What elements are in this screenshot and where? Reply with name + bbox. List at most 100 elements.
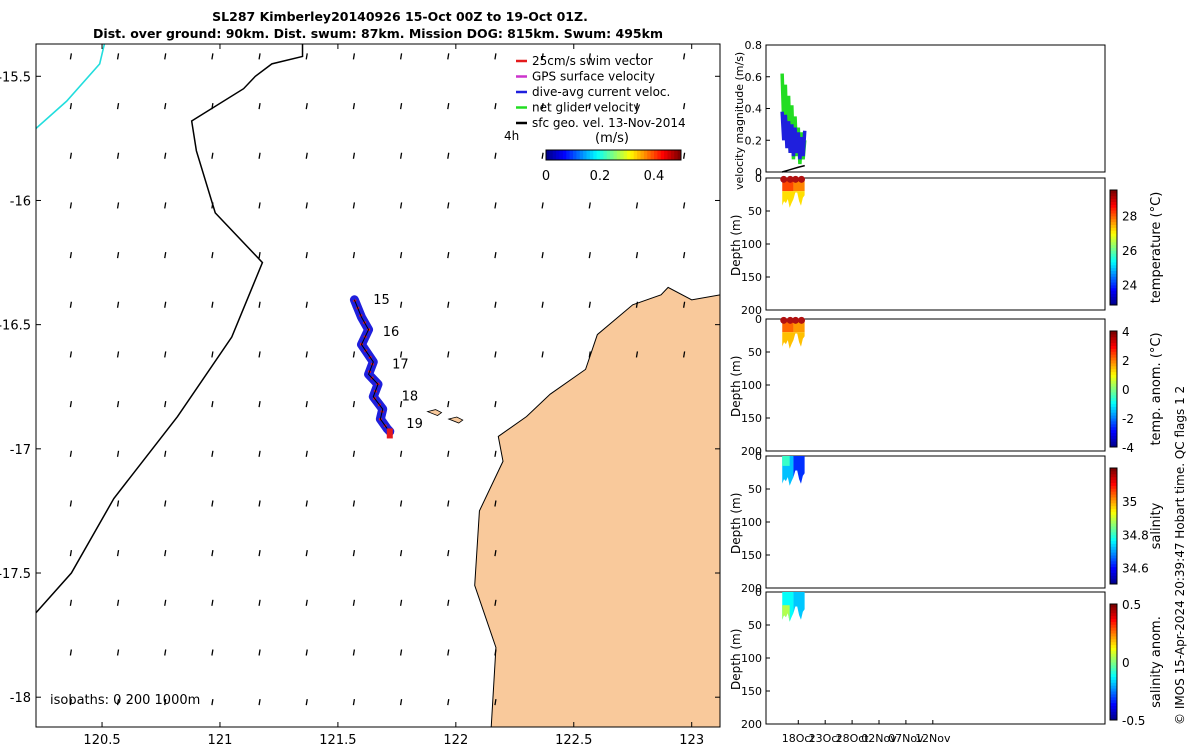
- geo-vel-arrow: [211, 53, 214, 60]
- geo-vel-arrow: [305, 152, 308, 159]
- geo-vel-arrow: [116, 500, 120, 507]
- heatmap-colorbar-segment: [1110, 264, 1117, 269]
- geo-vel-arrow: [69, 301, 73, 308]
- heatmap-colorbar-segment: [1110, 497, 1117, 501]
- heatmap-colorbar-segment: [1110, 624, 1117, 628]
- heatmap-colorbar-segment: [1110, 699, 1117, 704]
- heatmap-colorbar-tick-label: 4: [1122, 325, 1130, 339]
- heatmap-colorbar-segment: [1110, 520, 1117, 524]
- heatmap-colorbar-segment: [1110, 604, 1117, 608]
- heatmap-colorbar-frame: [1109, 603, 1118, 721]
- heatmap-colorbar-tick-label: 34.6: [1122, 561, 1149, 575]
- colorbar-segment: [616, 150, 621, 160]
- heatmap-colorbar-segment: [1110, 659, 1117, 663]
- surface-dot: [798, 316, 806, 324]
- heatmap-ylabel: Depth (m): [729, 356, 743, 417]
- heatmap-colorbar-segment: [1110, 386, 1117, 390]
- heatmap-colorbar-segment: [1110, 380, 1117, 384]
- heatmap-colorbar-segment: [1110, 609, 1117, 614]
- heatmap-colorbar-segment: [1110, 210, 1117, 214]
- geo-vel-arrow: [541, 53, 544, 60]
- geo-vel-arrow: [635, 102, 639, 110]
- heatmap-colorbar-segment: [1110, 641, 1117, 646]
- heatmap-colorbar-segment: [1110, 606, 1117, 611]
- heatmap-ytick-label: 100: [741, 238, 762, 251]
- geo-vel-arrow: [447, 401, 450, 408]
- geo-vel-arrow: [305, 599, 308, 606]
- geo-vel-arrow: [682, 301, 686, 308]
- heatmap-colorbar-segment: [1110, 444, 1117, 448]
- heatmap-frame: [765, 318, 1106, 452]
- geo-vel-arrow: [447, 252, 450, 259]
- heatmap-colorbar-segment: [1110, 633, 1117, 637]
- geo-vel-arrow: [258, 102, 261, 110]
- geo-vel-arrow: [258, 500, 261, 507]
- geo-vel-arrow: [399, 699, 403, 706]
- heatmap-colorbar-segment: [1110, 517, 1117, 521]
- heatmap-colorbar-segment: [1110, 233, 1117, 237]
- geo-vel-arrow: [541, 202, 544, 209]
- heatmap-colorbar-segment: [1110, 296, 1117, 300]
- heatmap-colorbar-segment: [1110, 566, 1117, 570]
- legend-label: GPS surface velocity: [532, 70, 655, 84]
- heatmap-colorbar-segment: [1110, 473, 1117, 478]
- geo-vel-arrow: [494, 599, 497, 606]
- geo-vel-arrow: [258, 252, 261, 259]
- geo-vel-arrow: [399, 252, 403, 259]
- heatmap-colorbar-tick-label: 0: [1122, 656, 1130, 670]
- heatmap-colorbar-segment: [1110, 250, 1117, 254]
- geo-vel-arrow: [69, 53, 73, 60]
- geo-vel-arrow: [541, 252, 544, 259]
- geo-vel-arrow: [164, 401, 167, 408]
- geo-vel-arrow: [494, 202, 497, 209]
- geo-vel-arrow: [494, 53, 497, 60]
- geo-vel-arrow: [69, 102, 73, 110]
- geo-vel-arrow: [164, 500, 167, 507]
- heatmap-colorbar-segment: [1110, 563, 1117, 568]
- heatmap-colorbar-segment: [1110, 635, 1117, 640]
- velocity-ytick-label: 0.4: [745, 103, 763, 116]
- heatmap-colorbar-segment: [1110, 441, 1117, 445]
- heatmap-colorbar-segment: [1110, 552, 1117, 556]
- colorbar-segment: [600, 150, 604, 160]
- colorbar-segment: [569, 150, 574, 160]
- time-tick-label: 02Nov: [861, 732, 897, 745]
- colorbar-segment: [583, 150, 587, 160]
- heatmap-colorbar-segment: [1110, 227, 1117, 231]
- day-label: 16: [383, 325, 400, 340]
- heatmap-colorbar-segment: [1110, 502, 1117, 507]
- geo-vel-arrow: [164, 301, 167, 308]
- heatmap-ytick-label: 0: [755, 586, 762, 599]
- map-xtick-label: 121.5: [319, 733, 356, 748]
- geo-vel-arrow: [211, 202, 214, 209]
- time-tick-label: 07Nov: [888, 732, 924, 745]
- heatmap-colorbar-segment: [1110, 664, 1117, 669]
- map-xtick-label: 120.5: [83, 733, 120, 748]
- geo-vel-arrow: [305, 351, 308, 358]
- heatmap-ytick-label: 100: [741, 516, 762, 529]
- geo-vel-arrow: [447, 649, 450, 656]
- time-tick-label: 18Oct: [782, 732, 816, 745]
- heatmap-colorbar-segment: [1110, 667, 1117, 672]
- heatmap-colorbar-segment: [1110, 488, 1117, 492]
- heatmap-colorbar-segment: [1110, 224, 1117, 228]
- colorbar-segment: [627, 150, 631, 160]
- time-tick-label: 12Nov: [915, 732, 951, 745]
- heatmap-colorbar-segment: [1110, 494, 1117, 498]
- colorbar-segment: [660, 150, 665, 160]
- geo-vel-arrow: [541, 301, 544, 308]
- heatmap-colorbar-segment: [1110, 708, 1117, 712]
- geo-vel-arrow: [164, 699, 167, 706]
- heatmap-ytick-label: 200: [741, 304, 762, 317]
- geo-vel-arrow: [494, 301, 497, 308]
- heatmap-colorbar-segment: [1110, 331, 1117, 335]
- heatmap-ytick-label: 150: [741, 685, 762, 698]
- geo-vel-arrow: [211, 599, 214, 606]
- heatmap-colorbar-segment: [1110, 351, 1117, 355]
- heatmap-colorbar-tick-label: 35: [1122, 495, 1137, 509]
- geo-vel-arrow: [164, 550, 167, 557]
- heatmap-colorbar-segment: [1110, 299, 1117, 303]
- heatmap-colorbar-segment: [1110, 290, 1117, 294]
- geo-vel-arrow: [116, 152, 120, 159]
- colorbar-segment: [674, 150, 679, 160]
